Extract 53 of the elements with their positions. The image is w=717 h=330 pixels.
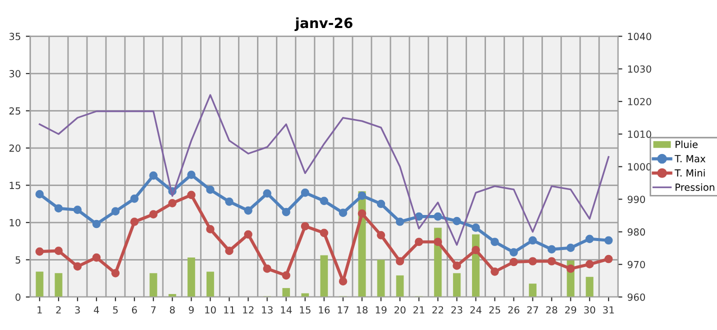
x-tick-label: 30 [584,306,596,314]
x-tick-label: 11 [224,306,235,314]
x-tick-label: 3 [75,306,80,314]
x-tick-label: 19 [376,306,386,314]
chart-title: janv-26 [294,17,352,31]
y-tick-label: 30 [9,70,20,78]
x-tick-label: 13 [262,306,273,314]
x-tick-label: 23 [451,306,462,314]
y-tick-label: 10 [10,218,20,226]
x-tick-label: 31 [603,306,614,314]
x-tick-label: 21 [413,306,424,314]
x-tick-label: 17 [338,306,348,314]
x-tick-label: 1 [38,306,42,314]
y-tick-label: 25 [9,107,20,115]
y2-tick-label: 980 [628,228,645,236]
x-tick-label: 25 [489,306,500,314]
y2-tick-label: 960 [628,293,645,301]
x-tick-label: 12 [243,306,254,314]
x-tick-label: 28 [546,306,558,314]
y-tick-label: 5 [16,256,20,264]
legend-label: Pression [676,183,714,191]
x-tick-label: 4 [94,306,100,314]
y-tick-label: 35 [9,32,20,40]
y2-tick-label: 1030 [628,65,652,73]
x-tick-label: 5 [113,306,118,314]
x-tick-label: 16 [318,306,330,314]
y2-tick-label: 1040 [628,32,652,40]
legend-label: T. Max [674,155,706,162]
x-tick-label: 2 [56,306,61,314]
x-tick-label: 29 [565,306,576,314]
x-tick-label: 26 [508,306,520,314]
x-tick-label: 6 [132,306,137,314]
y-tick-label: 0 [16,293,20,301]
x-tick-label: 10 [205,306,216,314]
y2-tick-label: 1020 [628,98,652,106]
x-tick-label: 18 [356,306,368,314]
x-tick-label: 15 [300,306,310,314]
x-tick-label: 9 [188,306,194,314]
y2-tick-label: 990 [628,196,645,204]
x-tick-label: 24 [470,306,482,314]
y-tick-label: 20 [9,144,20,152]
legend-label: Pluie [676,140,698,148]
x-tick-label: 7 [151,306,156,314]
y2-tick-label: 1010 [628,130,652,138]
x-tick-label: 22 [432,306,444,314]
x-tick-label: 27 [527,306,538,314]
y2-tick-label: 970 [628,260,645,268]
x-tick-label: 14 [281,306,292,314]
y2-tick-label: 1000 [628,163,652,170]
y-tick-label: 15 [10,182,20,190]
legend-label: T. Mini [674,169,705,176]
x-tick-label: 8 [170,306,175,314]
x-tick-label: 20 [394,306,406,314]
